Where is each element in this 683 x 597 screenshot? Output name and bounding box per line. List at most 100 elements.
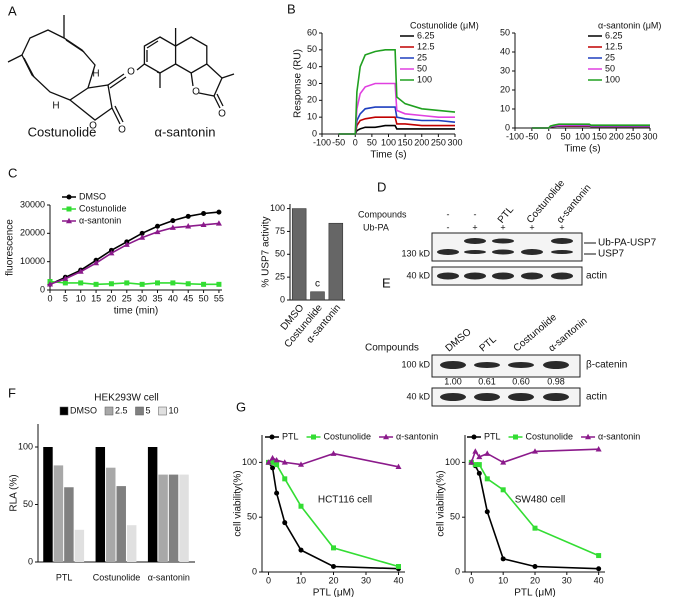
bar xyxy=(74,529,85,562)
lane-header: PTL xyxy=(496,204,516,225)
panel-label: D xyxy=(377,179,386,194)
legend-label: 5 xyxy=(146,405,151,415)
y-tick-label: 30 xyxy=(500,65,510,75)
marker xyxy=(201,211,207,216)
marker xyxy=(274,462,280,468)
bar xyxy=(43,447,53,562)
x-tick-label: 10 xyxy=(76,293,86,303)
legend-label: Costunolide xyxy=(324,431,372,441)
legend-label: α-santonin xyxy=(79,215,121,225)
marker xyxy=(500,487,506,493)
band-label: actin xyxy=(586,271,607,282)
x-axis-label: PTL (μM) xyxy=(514,588,556,597)
x-tick-label: 200 xyxy=(609,131,624,141)
y-tick-label: 50 xyxy=(307,44,317,54)
x-tick-label: 300 xyxy=(642,131,657,141)
size-marker: 100 kD xyxy=(401,359,430,369)
compound-name: α-santonin xyxy=(155,124,216,139)
blot-e xyxy=(431,354,581,407)
y-tick-label: 10000 xyxy=(20,256,45,266)
marker xyxy=(185,213,191,219)
marker xyxy=(185,281,191,287)
y-axis-label: cell viability(%) xyxy=(436,470,447,536)
x-tick-label: 50 xyxy=(367,137,377,147)
series-line xyxy=(338,49,456,135)
legend-title: α-santonin (μM) xyxy=(598,20,661,30)
bar xyxy=(310,291,325,301)
marker xyxy=(169,224,176,230)
annotation: HCT116 cell xyxy=(318,495,372,506)
row-label: Ub-PA xyxy=(363,222,389,232)
x-axis-label: Time (s) xyxy=(564,144,600,155)
bar xyxy=(53,465,64,562)
marker xyxy=(273,457,280,463)
y-tick-label: 60 xyxy=(307,27,317,37)
x-tick-label: PTL xyxy=(56,572,73,582)
x-tick-label: 0 xyxy=(469,575,474,585)
marker xyxy=(139,230,145,236)
panel-label: C xyxy=(8,165,17,180)
y-tick-label: 0 xyxy=(28,556,33,566)
legend-title: Costunolide (μM) xyxy=(410,20,479,30)
marker xyxy=(123,241,130,247)
x-tick-label: 30 xyxy=(137,293,147,303)
x-tick-label: 300 xyxy=(447,137,462,147)
marker xyxy=(282,476,288,482)
y-tick-label: 75 xyxy=(275,226,285,236)
marker xyxy=(77,268,84,274)
band-label: USP7 xyxy=(598,249,625,260)
marker xyxy=(472,462,478,468)
y-tick-label: 0 xyxy=(40,284,45,294)
marker xyxy=(170,280,176,286)
lane-mark: - xyxy=(447,209,450,219)
x-tick-label: 150 xyxy=(592,131,607,141)
legend-swatch xyxy=(59,406,69,416)
marker xyxy=(62,275,69,281)
y-tick-label: 0 xyxy=(252,566,257,576)
row-label: Compounds xyxy=(365,343,419,354)
x-tick-label: 150 xyxy=(398,137,413,147)
marker xyxy=(298,503,304,509)
legend-label: 50 xyxy=(605,63,615,73)
bar xyxy=(168,474,179,562)
atom-label: O xyxy=(192,87,200,98)
bar xyxy=(179,474,189,562)
series-line xyxy=(49,211,219,286)
x-tick-label: 25 xyxy=(122,293,132,303)
x-tick-label: 20 xyxy=(530,575,540,585)
band-quantity: 1.00 xyxy=(444,376,462,386)
row-label: Compounds xyxy=(358,209,407,219)
marker xyxy=(270,465,276,471)
legend-label: Costunolide xyxy=(79,203,127,213)
panel-label: G xyxy=(236,399,246,414)
y-axis-label: Response (RU) xyxy=(293,49,304,118)
y-tick-label: 100 xyxy=(270,203,285,213)
x-tick-label: 50 xyxy=(199,293,209,303)
legend-label: PTL xyxy=(484,431,501,441)
y-axis-label: fluorescence xyxy=(5,219,16,276)
marker xyxy=(476,470,482,476)
lane-mark: - xyxy=(474,209,477,219)
y-tick-label: 10 xyxy=(307,112,317,122)
lane-header: PTL xyxy=(478,334,499,354)
legend-label: Costunolide xyxy=(526,431,574,441)
size-marker: 40 kD xyxy=(406,270,430,280)
x-axis-label: PTL (μM) xyxy=(313,588,355,597)
legend-label: α-santonin xyxy=(396,431,438,441)
marker xyxy=(500,459,507,465)
panel-label: F xyxy=(8,385,16,400)
x-tick-label: 100 xyxy=(575,131,590,141)
marker xyxy=(185,223,192,229)
marker xyxy=(265,459,272,465)
marker xyxy=(108,281,114,287)
y-tick-label: 30 xyxy=(307,78,317,88)
legend-label: 100 xyxy=(417,74,432,84)
marker xyxy=(62,280,68,286)
costunolide-structure xyxy=(7,15,127,125)
x-tick-label: 30 xyxy=(361,575,371,585)
lane-mark: + xyxy=(472,222,477,232)
legend-label: DMSO xyxy=(79,191,106,201)
x-tick-label: 10 xyxy=(498,575,508,585)
series-line xyxy=(267,461,399,570)
